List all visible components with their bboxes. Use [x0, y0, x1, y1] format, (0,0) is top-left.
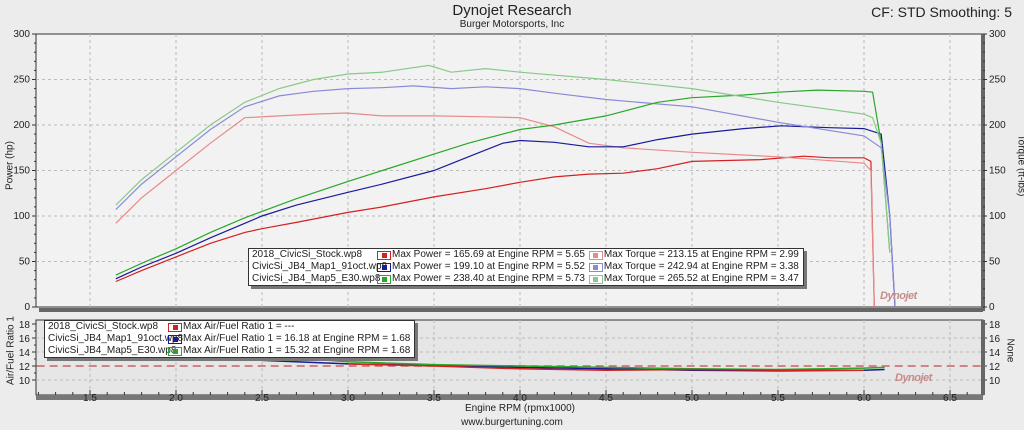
- svg-text:150: 150: [13, 166, 30, 177]
- svg-text:1.5: 1.5: [83, 393, 97, 404]
- power-torque-legend: 2018_CivicSi_Stock.wp8 Max Power = 165.6…: [248, 248, 804, 286]
- dynojet-logo-afr: Dynojet: [895, 372, 932, 384]
- correction-factor-label: CF: STD Smoothing: 5: [871, 4, 1012, 20]
- svg-text:14: 14: [989, 348, 1001, 359]
- afr-legend-row: 2018_CivicSi_Stock.wp8 Max Air/Fuel Rati…: [45, 321, 414, 333]
- svg-text:4.5: 4.5: [599, 393, 613, 404]
- svg-text:12: 12: [19, 362, 31, 373]
- afr-legend-file-name: CivicSi_JB4_Map1_91oct.wp8: [48, 333, 184, 344]
- legend-row: CivicSi_JB4_Map1_91oct.wp8 Max Power = 1…: [249, 261, 803, 273]
- legend-max-torque: Max Torque = 265.52 at Engine RPM = 3.47: [603, 273, 799, 284]
- svg-text:250: 250: [13, 75, 30, 86]
- legend-file-name: CivicSi_JB4_Map5_E30.wp8: [252, 273, 381, 284]
- afr-legend-max: Max Air/Fuel Ratio 1 = 16.18 at Engine R…: [183, 333, 411, 344]
- svg-text:2.0: 2.0: [169, 393, 183, 404]
- svg-text:0: 0: [989, 302, 995, 313]
- svg-text:100: 100: [13, 211, 30, 222]
- svg-text:12: 12: [989, 362, 1001, 373]
- svg-text:200: 200: [13, 120, 30, 131]
- power-swatch-icon: [377, 274, 391, 284]
- svg-text:150: 150: [989, 166, 1006, 177]
- legend-file-name: 2018_CivicSi_Stock.wp8: [252, 249, 363, 260]
- svg-text:16: 16: [989, 334, 1001, 345]
- legend-max-power: Max Power = 199.10 at Engine RPM = 5.52: [392, 261, 585, 272]
- svg-text:4.0: 4.0: [513, 393, 527, 404]
- svg-text:5.5: 5.5: [771, 393, 785, 404]
- chart-title: Dynojet Research: [452, 2, 572, 19]
- afr-legend-max: Max Air/Fuel Ratio 1 = 15.32 at Engine R…: [183, 345, 411, 356]
- afr-axis-right-label: None: [1004, 338, 1016, 363]
- chart-subtitle: Burger Motorsports, Inc: [459, 19, 565, 30]
- dynojet-logo: Dynojet: [880, 290, 917, 302]
- power-swatch-icon: [377, 250, 391, 260]
- afr-swatch-icon: [168, 346, 182, 356]
- x-axis-label: Engine RPM (rpmx1000): [464, 403, 576, 414]
- afr-swatch-icon: [168, 322, 182, 332]
- svg-text:10: 10: [989, 376, 1001, 387]
- legend-file-name: CivicSi_JB4_Map1_91oct.wp8: [252, 261, 388, 272]
- svg-text:3.0: 3.0: [341, 393, 355, 404]
- legend-row: CivicSi_JB4_Map5_E30.wp8 Max Power = 238…: [249, 273, 803, 285]
- svg-text:100: 100: [989, 211, 1006, 222]
- afr-legend-file-name: CivicSi_JB4_Map5_E30.wp8: [48, 345, 177, 356]
- footer-url: www.burgertuning.com: [461, 417, 563, 428]
- y-axis-right-label: Torque (ft-lbs): [1015, 134, 1024, 197]
- torque-swatch-icon: [588, 274, 603, 284]
- legend-max-torque: Max Torque = 242.94 at Engine RPM = 3.38: [603, 261, 799, 272]
- svg-text:300: 300: [989, 29, 1006, 40]
- afr-legend-max: Max Air/Fuel Ratio 1 = ---: [183, 321, 295, 332]
- svg-text:18: 18: [19, 320, 31, 331]
- afr-legend-row: CivicSi_JB4_Map1_91oct.wp8 Max Air/Fuel …: [45, 333, 414, 345]
- afr-axis-left-label: Air/Fuel Ratio 1: [5, 316, 17, 385]
- svg-text:10: 10: [19, 376, 31, 387]
- svg-text:250: 250: [989, 75, 1006, 86]
- y-axis-left-label: Power (hp): [4, 141, 16, 190]
- afr-legend-row: CivicSi_JB4_Map5_E30.wp8 Max Air/Fuel Ra…: [45, 345, 414, 357]
- svg-text:50: 50: [989, 257, 1001, 268]
- svg-text:200: 200: [989, 120, 1006, 131]
- svg-text:6.5: 6.5: [943, 393, 957, 404]
- legend-max-power: Max Power = 238.40 at Engine RPM = 5.73: [392, 273, 585, 284]
- svg-text:5.0: 5.0: [685, 393, 699, 404]
- power-swatch-icon: [377, 262, 391, 272]
- svg-text:14: 14: [19, 348, 31, 359]
- afr-legend-file-name: 2018_CivicSi_Stock.wp8: [48, 321, 159, 332]
- torque-swatch-icon: [588, 262, 603, 272]
- afr-swatch-icon: [168, 334, 182, 344]
- svg-text:3.5: 3.5: [427, 393, 441, 404]
- svg-text:6.0: 6.0: [857, 393, 871, 404]
- svg-text:16: 16: [19, 334, 31, 345]
- legend-row: 2018_CivicSi_Stock.wp8 Max Power = 165.6…: [249, 249, 803, 261]
- afr-legend: 2018_CivicSi_Stock.wp8 Max Air/Fuel Rati…: [44, 320, 416, 358]
- svg-text:0: 0: [24, 302, 30, 313]
- legend-max-torque: Max Torque = 213.15 at Engine RPM = 2.99: [603, 249, 799, 260]
- svg-text:2.5: 2.5: [255, 393, 269, 404]
- svg-text:18: 18: [989, 320, 1001, 331]
- svg-text:300: 300: [13, 29, 30, 40]
- legend-max-power: Max Power = 165.69 at Engine RPM = 5.65: [392, 249, 585, 260]
- svg-text:50: 50: [19, 257, 31, 268]
- torque-swatch-icon: [588, 250, 603, 260]
